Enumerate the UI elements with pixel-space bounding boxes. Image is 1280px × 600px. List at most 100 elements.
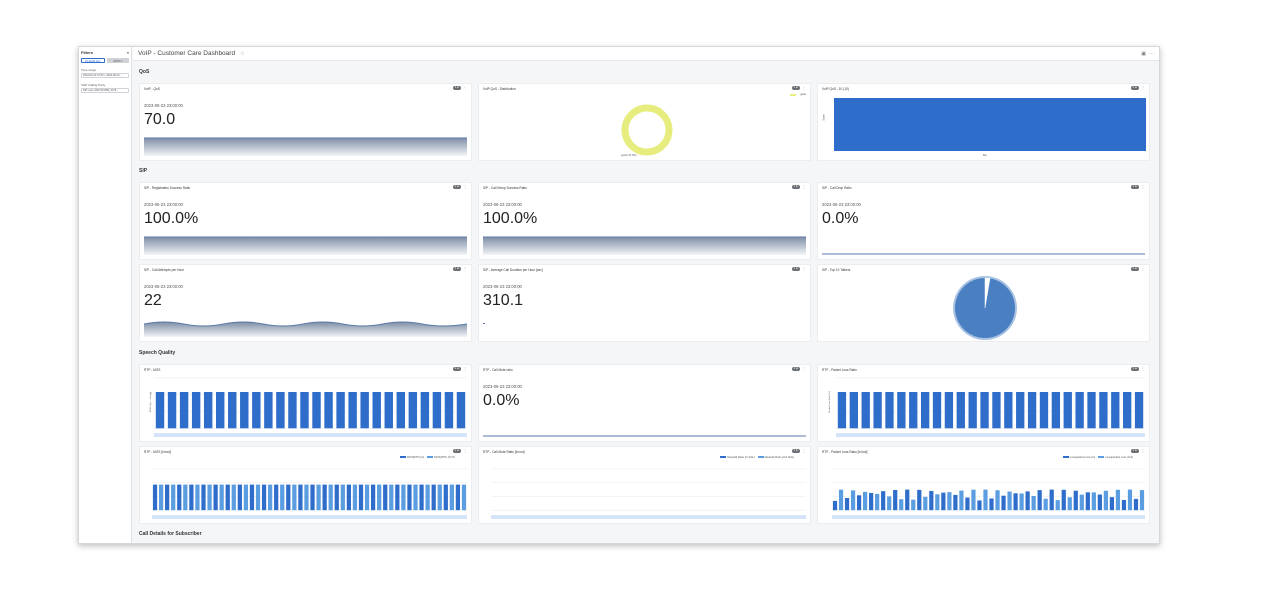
bar[interactable]: [850, 490, 856, 511]
voip-calling-party-field[interactable]: SIP:+sip:+4917021956_01*8...: [81, 88, 129, 93]
bar[interactable]: [346, 484, 351, 511]
bar[interactable]: [953, 494, 958, 511]
bar[interactable]: [322, 484, 327, 511]
bar[interactable]: [1109, 497, 1115, 511]
bar[interactable]: [352, 484, 358, 511]
bar[interactable]: [370, 484, 376, 511]
bar[interactable]: [237, 484, 242, 511]
kebab-menu-icon[interactable]: ⋮: [802, 366, 806, 371]
filter-badge[interactable]: 1 ⊕: [452, 267, 461, 271]
bar[interactable]: [348, 391, 357, 429]
bar[interactable]: [274, 484, 279, 511]
bar[interactable]: [420, 391, 430, 429]
bar[interactable]: [407, 484, 412, 511]
bar[interactable]: [1007, 491, 1012, 511]
bar[interactable]: [213, 484, 218, 511]
zoom-slider[interactable]: [491, 515, 806, 520]
bar[interactable]: [243, 484, 249, 511]
bar[interactable]: [1121, 499, 1127, 511]
bar[interactable]: [231, 484, 236, 511]
filter-badge[interactable]: 1 ⊕: [1130, 267, 1139, 271]
bar[interactable]: [437, 484, 442, 511]
bar[interactable]: [1123, 391, 1132, 429]
kebab-menu-icon[interactable]: ⋮: [1141, 448, 1145, 453]
bar[interactable]: [304, 484, 309, 511]
bar[interactable]: [1073, 490, 1078, 511]
bar[interactable]: [893, 489, 898, 511]
kebab-menu-icon[interactable]: ⋮: [1141, 366, 1145, 371]
bar[interactable]: [932, 391, 942, 429]
bar[interactable]: [377, 484, 382, 511]
bar[interactable]: [909, 391, 918, 429]
bar[interactable]: [191, 391, 201, 429]
bar[interactable]: [1055, 500, 1060, 511]
kebab-menu-icon[interactable]: ⋮: [1141, 85, 1145, 90]
bar[interactable]: [1001, 495, 1006, 511]
bar[interactable]: [396, 391, 406, 429]
kebab-menu-icon[interactable]: ⋮: [463, 266, 467, 271]
filter-badge[interactable]: 1 ⊕: [1130, 449, 1139, 453]
bar[interactable]: [360, 391, 369, 429]
bar[interactable]: [179, 391, 189, 429]
bar[interactable]: [286, 484, 291, 511]
time-range-field[interactable]: 2023-06-23 14:00 ≤ 2023-06-23 ...: [81, 73, 129, 78]
kebab-menu-icon[interactable]: ⋮: [463, 85, 467, 90]
bar[interactable]: [358, 484, 364, 511]
bar[interactable]: [947, 492, 952, 511]
bar[interactable]: [1134, 391, 1144, 429]
bar[interactable]: [312, 391, 321, 429]
bar[interactable]: [240, 391, 249, 429]
bar[interactable]: [881, 491, 886, 511]
zoom-slider[interactable]: [154, 433, 467, 438]
kebab-menu-icon[interactable]: ⋮: [802, 184, 806, 189]
bar[interactable]: [929, 490, 934, 511]
bar[interactable]: [1079, 494, 1084, 511]
bar[interactable]: [1097, 494, 1102, 511]
bar[interactable]: [956, 391, 965, 429]
bar[interactable]: [310, 484, 315, 511]
bar[interactable]: [449, 484, 454, 511]
bar[interactable]: [167, 391, 177, 429]
bar[interactable]: [1103, 490, 1108, 511]
filter-badge[interactable]: 1 ⊕: [452, 367, 461, 371]
bar[interactable]: [152, 484, 158, 511]
bar[interactable]: [255, 484, 261, 511]
bar[interactable]: [1115, 489, 1121, 511]
filter-badge[interactable]: 1 ⊕: [791, 367, 800, 371]
donut-slice-good[interactable]: [621, 104, 673, 156]
bar[interactable]: [219, 484, 224, 511]
bar[interactable]: [364, 484, 370, 511]
bar[interactable]: [1067, 497, 1072, 511]
bar[interactable]: [340, 484, 345, 511]
bar[interactable]: [425, 484, 430, 511]
bar[interactable]: [276, 391, 285, 429]
more-icon[interactable]: ⋯: [1149, 50, 1154, 57]
bar[interactable]: [885, 391, 894, 429]
bar[interactable]: [261, 484, 267, 511]
bar[interactable]: [861, 391, 870, 429]
bar[interactable]: [1099, 391, 1108, 429]
filter-badge[interactable]: 1 ⊕: [452, 86, 461, 90]
bar[interactable]: [992, 391, 1001, 429]
bar[interactable]: [165, 484, 170, 511]
bar[interactable]: [1031, 495, 1036, 511]
bar[interactable]: [1037, 490, 1042, 511]
pie-slice-small[interactable]: [984, 277, 991, 309]
star-icon[interactable]: ☆: [240, 50, 245, 57]
bar[interactable]: [443, 484, 448, 511]
bar[interactable]: [1025, 491, 1030, 511]
bar[interactable]: [401, 484, 406, 511]
bar[interactable]: [1075, 391, 1084, 429]
bar[interactable]: [383, 484, 388, 511]
kebab-menu-icon[interactable]: ⋮: [463, 366, 467, 371]
bar[interactable]: [431, 484, 436, 511]
bar[interactable]: [899, 499, 904, 511]
bar[interactable]: [941, 492, 946, 511]
bar[interactable]: [1013, 493, 1018, 511]
bar[interactable]: [917, 489, 922, 511]
bar[interactable]: [1139, 490, 1145, 511]
bar[interactable]: [215, 391, 225, 429]
bar[interactable]: [856, 495, 862, 511]
bar[interactable]: [432, 391, 442, 429]
bar[interactable]: [1061, 489, 1066, 511]
